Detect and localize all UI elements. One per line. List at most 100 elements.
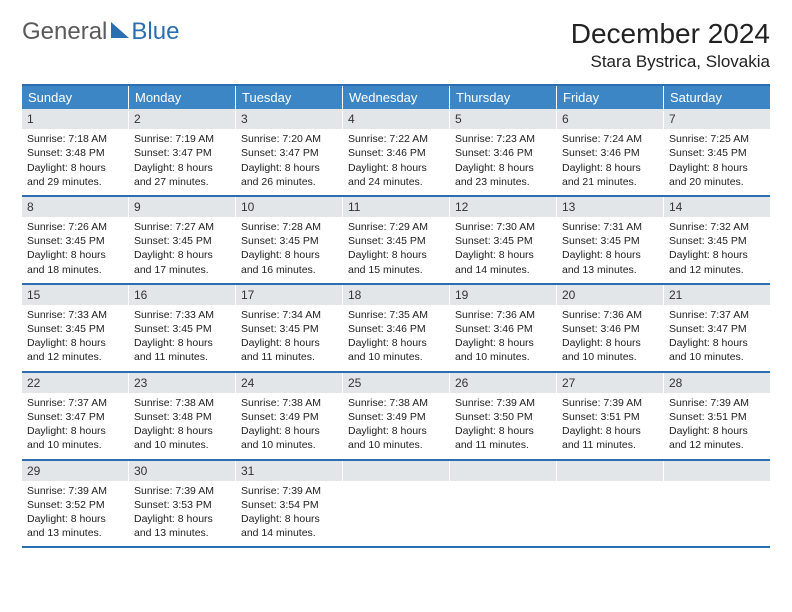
day-number: 22 [22,373,128,393]
day-number: 7 [664,109,770,129]
day-number: 1 [22,109,128,129]
logo-word2: Blue [131,18,179,46]
sunrise-text: Sunrise: 7:35 AM [348,308,444,322]
sunrise-text: Sunrise: 7:32 AM [669,220,765,234]
daylight-text: Daylight: 8 hours [348,336,444,350]
day-cell: 18Sunrise: 7:35 AMSunset: 3:46 PMDayligh… [343,285,450,371]
dow-thursday: Thursday [450,86,557,109]
sunrise-text: Sunrise: 7:24 AM [562,132,658,146]
week-row: 22Sunrise: 7:37 AMSunset: 3:47 PMDayligh… [22,373,770,461]
day-number: 4 [343,109,449,129]
sunrise-text: Sunrise: 7:27 AM [134,220,230,234]
daylight-text: and 10 minutes. [562,350,658,364]
sunset-text: Sunset: 3:45 PM [27,234,123,248]
daylight-text: Daylight: 8 hours [241,248,337,262]
day-number: 16 [129,285,235,305]
daylight-text: and 11 minutes. [455,438,551,452]
day-cell: 13Sunrise: 7:31 AMSunset: 3:45 PMDayligh… [557,197,664,283]
daylight-text: Daylight: 8 hours [241,161,337,175]
daylight-text: and 10 minutes. [241,438,337,452]
sunrise-text: Sunrise: 7:36 AM [562,308,658,322]
day-number: 10 [236,197,342,217]
daylight-text: and 12 minutes. [669,263,765,277]
day-cell: 27Sunrise: 7:39 AMSunset: 3:51 PMDayligh… [557,373,664,459]
daylight-text: Daylight: 8 hours [134,336,230,350]
sunrise-text: Sunrise: 7:26 AM [27,220,123,234]
daylight-text: and 13 minutes. [562,263,658,277]
sunrise-text: Sunrise: 7:23 AM [455,132,551,146]
sunset-text: Sunset: 3:49 PM [348,410,444,424]
day-cell: 3Sunrise: 7:20 AMSunset: 3:47 PMDaylight… [236,109,343,195]
day-cell: 23Sunrise: 7:38 AMSunset: 3:48 PMDayligh… [129,373,236,459]
day-number: 8 [22,197,128,217]
sunrise-text: Sunrise: 7:39 AM [241,484,337,498]
day-number: 29 [22,461,128,481]
sunrise-text: Sunrise: 7:36 AM [455,308,551,322]
sunrise-text: Sunrise: 7:37 AM [669,308,765,322]
day-cell [664,461,770,547]
daylight-text: Daylight: 8 hours [562,336,658,350]
daylight-text: and 26 minutes. [241,175,337,189]
dow-friday: Friday [557,86,664,109]
sunrise-text: Sunrise: 7:19 AM [134,132,230,146]
daylight-text: and 13 minutes. [27,526,123,540]
day-number: 3 [236,109,342,129]
sunset-text: Sunset: 3:46 PM [562,322,658,336]
daylight-text: and 10 minutes. [348,438,444,452]
daylight-text: Daylight: 8 hours [27,512,123,526]
day-number: 18 [343,285,449,305]
daylight-text: Daylight: 8 hours [241,336,337,350]
sunset-text: Sunset: 3:53 PM [134,498,230,512]
daylight-text: and 13 minutes. [134,526,230,540]
daylight-text: Daylight: 8 hours [562,248,658,262]
day-cell: 10Sunrise: 7:28 AMSunset: 3:45 PMDayligh… [236,197,343,283]
daylight-text: and 12 minutes. [27,350,123,364]
day-number: 26 [450,373,556,393]
day-cell: 25Sunrise: 7:38 AMSunset: 3:49 PMDayligh… [343,373,450,459]
sunrise-text: Sunrise: 7:33 AM [134,308,230,322]
daylight-text: Daylight: 8 hours [27,248,123,262]
day-cell: 22Sunrise: 7:37 AMSunset: 3:47 PMDayligh… [22,373,129,459]
sunrise-text: Sunrise: 7:33 AM [27,308,123,322]
day-number: 21 [664,285,770,305]
sunset-text: Sunset: 3:50 PM [455,410,551,424]
sunrise-text: Sunrise: 7:25 AM [669,132,765,146]
day-cell: 19Sunrise: 7:36 AMSunset: 3:46 PMDayligh… [450,285,557,371]
sunset-text: Sunset: 3:46 PM [455,322,551,336]
day-cell [343,461,450,547]
daylight-text: and 18 minutes. [27,263,123,277]
daylight-text: and 10 minutes. [348,350,444,364]
sunset-text: Sunset: 3:48 PM [27,146,123,160]
sunrise-text: Sunrise: 7:37 AM [27,396,123,410]
day-cell: 15Sunrise: 7:33 AMSunset: 3:45 PMDayligh… [22,285,129,371]
day-number: 28 [664,373,770,393]
daylight-text: Daylight: 8 hours [562,424,658,438]
sunset-text: Sunset: 3:45 PM [241,322,337,336]
daylight-text: and 10 minutes. [27,438,123,452]
daylight-text: and 14 minutes. [455,263,551,277]
week-row: 15Sunrise: 7:33 AMSunset: 3:45 PMDayligh… [22,285,770,373]
day-cell: 28Sunrise: 7:39 AMSunset: 3:51 PMDayligh… [664,373,770,459]
daylight-text: Daylight: 8 hours [27,161,123,175]
week-row: 1Sunrise: 7:18 AMSunset: 3:48 PMDaylight… [22,109,770,197]
daylight-text: and 11 minutes. [562,438,658,452]
sunrise-text: Sunrise: 7:34 AM [241,308,337,322]
sunrise-text: Sunrise: 7:39 AM [669,396,765,410]
sunrise-text: Sunrise: 7:38 AM [134,396,230,410]
header: General Blue December 2024 Stara Bystric… [22,18,770,72]
dow-saturday: Saturday [664,86,770,109]
logo-word1: General [22,18,107,46]
sunrise-text: Sunrise: 7:39 AM [134,484,230,498]
calendar: SundayMondayTuesdayWednesdayThursdayFrid… [22,84,770,548]
sunrise-text: Sunrise: 7:22 AM [348,132,444,146]
day-cell: 14Sunrise: 7:32 AMSunset: 3:45 PMDayligh… [664,197,770,283]
sunset-text: Sunset: 3:46 PM [455,146,551,160]
sunrise-text: Sunrise: 7:28 AM [241,220,337,234]
sunset-text: Sunset: 3:47 PM [241,146,337,160]
location-text: Stara Bystrica, Slovakia [571,52,770,72]
daylight-text: and 23 minutes. [455,175,551,189]
daylight-text: Daylight: 8 hours [134,248,230,262]
sunrise-text: Sunrise: 7:38 AM [348,396,444,410]
day-cell: 17Sunrise: 7:34 AMSunset: 3:45 PMDayligh… [236,285,343,371]
sunrise-text: Sunrise: 7:38 AM [241,396,337,410]
